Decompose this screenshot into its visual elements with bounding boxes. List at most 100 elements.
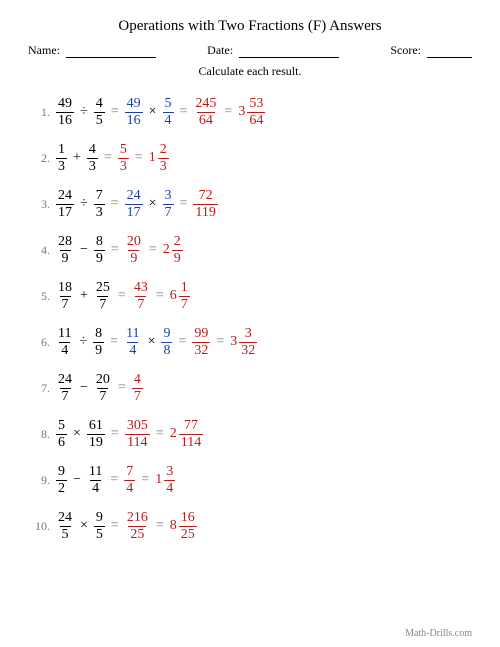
denominator: 17 xyxy=(125,204,143,220)
numerator: 2 xyxy=(158,143,169,158)
denominator: 7 xyxy=(179,296,190,312)
equals: = xyxy=(105,242,125,258)
operator: + xyxy=(74,288,94,304)
denominator: 4 xyxy=(127,342,138,358)
operator: − xyxy=(67,472,87,488)
numerator: 7 xyxy=(94,189,105,204)
whole: 2 xyxy=(170,426,179,442)
score-blank xyxy=(427,43,472,58)
numerator: 2 xyxy=(172,235,183,250)
problem-index: 3. xyxy=(28,197,56,212)
equals: = xyxy=(104,334,124,350)
operator: × xyxy=(143,104,163,120)
denominator: 7 xyxy=(135,296,146,312)
score-label: Score: xyxy=(390,43,421,58)
problem-index: 8. xyxy=(28,427,56,442)
name-label: Name: xyxy=(28,43,60,58)
fraction: 72119 xyxy=(193,189,217,220)
problem-row: 1.4916÷45=4916×54=24564=35364 xyxy=(28,89,472,135)
instruction: Calculate each result. xyxy=(28,64,472,79)
denominator: 25 xyxy=(128,526,146,542)
problem-row: 5.187+257=437=617 xyxy=(28,273,472,319)
denominator: 7 xyxy=(97,388,108,404)
denominator: 4 xyxy=(163,112,174,128)
denominator: 32 xyxy=(192,342,210,358)
fraction: 247 xyxy=(56,373,74,404)
problem-row: 4.289−89=209=229 xyxy=(28,227,472,273)
fraction: 114 xyxy=(87,465,104,496)
numerator: 53 xyxy=(247,97,265,112)
equals: = xyxy=(105,104,125,120)
problem-row: 10.245×95=21625=81625 xyxy=(28,503,472,549)
denominator: 5 xyxy=(94,526,105,542)
whole: 1 xyxy=(155,472,164,488)
whole: 3 xyxy=(238,104,247,120)
fraction: 77114 xyxy=(179,419,203,450)
equals: = xyxy=(129,150,149,166)
fraction: 437 xyxy=(132,281,150,312)
fraction: 2417 xyxy=(56,189,74,220)
denominator: 8 xyxy=(161,342,172,358)
numerator: 9 xyxy=(161,327,172,342)
denominator: 3 xyxy=(87,158,98,174)
denominator: 3 xyxy=(56,158,67,174)
fraction: 74 xyxy=(124,465,135,496)
whole: 2 xyxy=(163,242,172,258)
equals: = xyxy=(150,518,170,534)
mixed-number: 617 xyxy=(170,281,190,312)
numerator: 72 xyxy=(197,189,215,204)
numerator: 3 xyxy=(163,189,174,204)
equals: = xyxy=(135,472,155,488)
fraction: 98 xyxy=(161,327,172,358)
denominator: 114 xyxy=(179,434,203,450)
equals: = xyxy=(98,150,118,166)
problem-row: 3.2417÷73=2417×37=72119 xyxy=(28,181,472,227)
numerator: 61 xyxy=(87,419,105,434)
numerator: 4 xyxy=(132,373,143,388)
fraction: 13 xyxy=(56,143,67,174)
problem-index: 2. xyxy=(28,151,56,166)
fraction: 89 xyxy=(93,327,104,358)
numerator: 8 xyxy=(93,327,104,342)
numerator: 4 xyxy=(94,97,105,112)
denominator: 16 xyxy=(56,112,74,128)
equals: = xyxy=(105,426,125,442)
equals: = xyxy=(143,242,163,258)
whole: 8 xyxy=(170,518,179,534)
equals: = xyxy=(105,196,125,212)
denominator: 4 xyxy=(59,342,70,358)
numerator: 4 xyxy=(87,143,98,158)
operator: × xyxy=(67,426,87,442)
fraction: 29 xyxy=(172,235,183,266)
denominator: 3 xyxy=(158,158,169,174)
fraction: 257 xyxy=(94,281,112,312)
numerator: 25 xyxy=(94,281,112,296)
mixed-number: 277114 xyxy=(170,419,203,450)
fraction: 47 xyxy=(132,373,143,404)
mixed-number: 81625 xyxy=(170,511,197,542)
operator: ÷ xyxy=(73,334,93,350)
fraction: 114 xyxy=(56,327,73,358)
equals: = xyxy=(112,288,132,304)
problem-index: 1. xyxy=(28,105,56,120)
fraction: 45 xyxy=(94,97,105,128)
denominator: 64 xyxy=(247,112,265,128)
fraction: 24564 xyxy=(193,97,218,128)
denominator: 16 xyxy=(125,112,143,128)
whole: 1 xyxy=(149,150,158,166)
numerator: 3 xyxy=(164,465,175,480)
operator: + xyxy=(67,150,87,166)
denominator: 114 xyxy=(125,434,149,450)
denominator: 2 xyxy=(56,480,67,496)
numerator: 49 xyxy=(56,97,74,112)
fraction: 332 xyxy=(239,327,257,358)
fraction: 2417 xyxy=(125,189,143,220)
numerator: 11 xyxy=(124,327,141,342)
equals: = xyxy=(150,288,170,304)
problem-index: 9. xyxy=(28,473,56,488)
numerator: 16 xyxy=(179,511,197,526)
operator: × xyxy=(74,518,94,534)
numerator: 77 xyxy=(182,419,200,434)
fraction: 289 xyxy=(56,235,74,266)
denominator: 3 xyxy=(94,204,105,220)
